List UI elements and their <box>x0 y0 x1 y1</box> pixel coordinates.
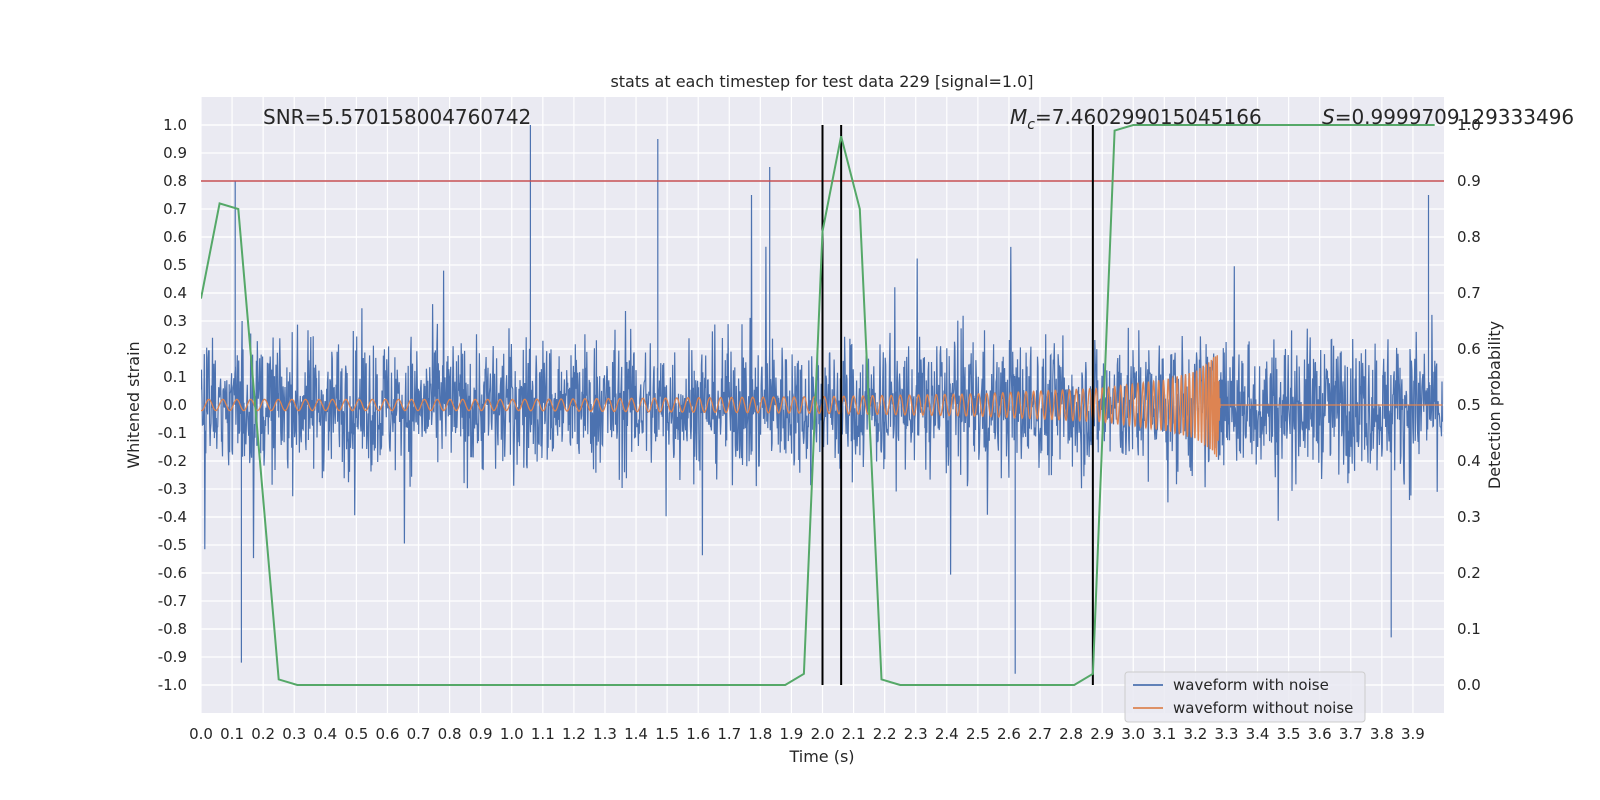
y-tick-label: -0.7 <box>158 592 187 610</box>
y-tick-label: -1.0 <box>158 676 187 694</box>
chirp-mass-annotation: Mc=7.460299015045166 <box>1010 105 1262 133</box>
x-tick-label: 1.8 <box>748 725 772 743</box>
legend-box <box>1124 671 1366 723</box>
x-tick-label: 0.3 <box>282 725 306 743</box>
x-tick-label: 1.6 <box>686 725 710 743</box>
x-tick-label: 0.8 <box>438 725 462 743</box>
y-tick-label: -0.2 <box>158 452 187 470</box>
s-annotation: S=0.9999709129333496 <box>1322 105 1574 129</box>
x-tick-label: 2.9 <box>1090 725 1114 743</box>
y-tick-label: -0.8 <box>158 620 187 638</box>
x-tick-label: 2.4 <box>935 725 959 743</box>
x-tick-label: 3.8 <box>1370 725 1394 743</box>
chirp-mass-subscript: c <box>1027 117 1035 133</box>
x-tick-labels: 0.0 0.1 0.2 0.3 0.4 0.5 0.6 0.7 0.8 0.9 1.0 1.1 1.2 1… <box>189 725 1425 743</box>
legend: waveform with noise waveform without noi… <box>1124 671 1366 723</box>
y-tick-label: 0.9 <box>163 144 187 162</box>
y-tick-label: -0.3 <box>158 480 187 498</box>
x-tick-label: 1.4 <box>624 725 648 743</box>
x-tick-label: 0.6 <box>376 725 400 743</box>
x-tick-label: 3.1 <box>1152 725 1176 743</box>
x-tick-label: 0.1 <box>220 725 244 743</box>
x-tick-label: 1.1 <box>531 725 555 743</box>
y-right-axis-label: Detection probability <box>1485 321 1504 489</box>
snr-annotation: SNR=5.570158004760742 <box>263 105 531 129</box>
y-tick-label: 0.8 <box>163 172 187 190</box>
s-value: =0.9999709129333496 <box>1335 105 1574 129</box>
s-symbol: S <box>1322 105 1335 129</box>
y-tick-label: 0.0 <box>163 396 187 414</box>
y-tick-label: 0.4 <box>163 284 187 302</box>
y-right-tick-label: 0.4 <box>1457 452 1481 470</box>
y-right-tick-label: 0.0 <box>1457 676 1481 694</box>
x-tick-label: 2.8 <box>1059 725 1083 743</box>
x-tick-label: 1.7 <box>717 725 741 743</box>
x-tick-label: 2.1 <box>842 725 866 743</box>
x-tick-label: 2.7 <box>1028 725 1052 743</box>
y-tick-label: 0.7 <box>163 200 187 218</box>
chirp-mass-symbol: M <box>1010 105 1027 129</box>
x-tick-label: 0.2 <box>251 725 275 743</box>
x-tick-label: 2.6 <box>997 725 1021 743</box>
y-right-tick-label: 0.6 <box>1457 340 1481 358</box>
y-right-tick-label: 0.8 <box>1457 228 1481 246</box>
x-tick-label: 3.5 <box>1277 725 1301 743</box>
x-tick-label: 0.0 <box>189 725 213 743</box>
x-tick-label: 0.5 <box>344 725 368 743</box>
x-tick-label: 1.9 <box>779 725 803 743</box>
x-tick-label: 3.4 <box>1246 725 1270 743</box>
event-markers <box>821 125 1094 685</box>
x-tick-label: 3.2 <box>1183 725 1207 743</box>
y-tick-labels: -1.0 -0.9 -0.8 -0.7 -0.6 -0.5 -0.4 -0.3 -0.2 -0.1… <box>158 116 187 694</box>
x-tick-label: 3.0 <box>1121 725 1145 743</box>
y-tick-label: 0.6 <box>163 228 187 246</box>
y-right-tick-label: 0.2 <box>1457 564 1481 582</box>
x-tick-label: 2.2 <box>873 725 897 743</box>
y-tick-label: 0.1 <box>163 368 187 386</box>
y-tick-label: -0.9 <box>158 648 187 666</box>
y-tick-label: 0.2 <box>163 340 187 358</box>
x-tick-label: 0.7 <box>407 725 431 743</box>
y-tick-label: -0.4 <box>158 508 187 526</box>
y-right-tick-labels: 0.0 0.1 0.2 0.3 0.4 0.5 0.6 0.7 0.8 0.9 1.0 <box>1457 116 1481 694</box>
y-axis-label: Whitened strain <box>124 341 143 468</box>
x-tick-label: 3.7 <box>1339 725 1363 743</box>
y-tick-label: -0.6 <box>158 564 187 582</box>
y-right-tick-label: 0.9 <box>1457 172 1481 190</box>
y-right-tick-label: 0.5 <box>1457 396 1481 414</box>
x-axis-label: Time (s) <box>788 747 854 766</box>
x-tick-label: 2.3 <box>904 725 928 743</box>
y-right-tick-label: 0.7 <box>1457 284 1481 302</box>
x-tick-label: 1.3 <box>593 725 617 743</box>
chirp-mass-value: =7.460299015045166 <box>1035 105 1262 129</box>
x-tick-label: 0.4 <box>313 725 337 743</box>
chart-title: stats at each timestep for test data 229… <box>610 72 1033 91</box>
x-tick-label: 1.0 <box>500 725 524 743</box>
x-tick-label: 1.2 <box>562 725 586 743</box>
y-tick-label: 1.0 <box>163 116 187 134</box>
x-tick-label: 2.0 <box>811 725 835 743</box>
legend-label-clean: waveform without noise <box>1173 699 1353 717</box>
x-tick-label: 3.6 <box>1308 725 1332 743</box>
x-tick-label: 0.9 <box>469 725 493 743</box>
legend-label-noisy: waveform with noise <box>1173 676 1329 694</box>
series-detection-probability <box>201 124 1435 686</box>
y-tick-label: 0.5 <box>163 256 187 274</box>
y-right-tick-label: 0.1 <box>1457 620 1481 638</box>
y-tick-label: 0.3 <box>163 312 187 330</box>
x-tick-label: 1.5 <box>655 725 679 743</box>
y-right-tick-label: 0.3 <box>1457 508 1481 526</box>
x-tick-label: 2.5 <box>966 725 990 743</box>
y-tick-label: -0.5 <box>158 536 187 554</box>
y-tick-label: -0.1 <box>158 424 187 442</box>
x-tick-label: 3.3 <box>1215 725 1239 743</box>
x-tick-label: 3.9 <box>1401 725 1425 743</box>
y-right-tick-label: 1.0 <box>1457 116 1481 134</box>
